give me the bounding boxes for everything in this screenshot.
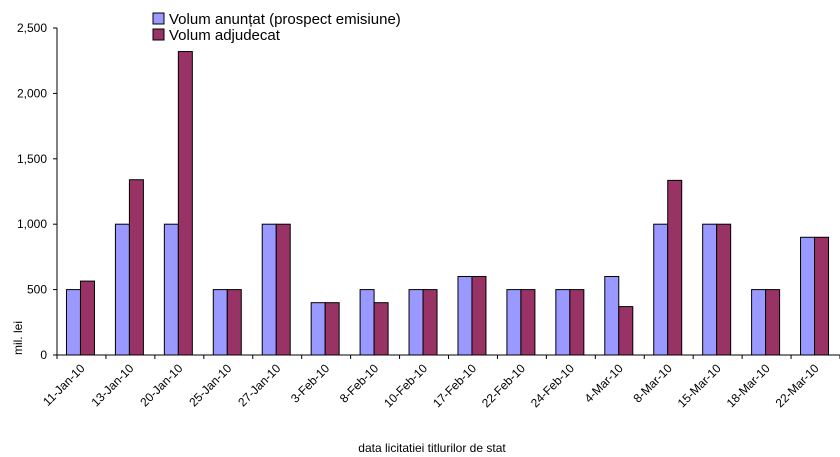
bar-awarded-volume [471,276,487,356]
y-tick-labels: 0 500 1,000 1,500 2,000 2,500 [17,21,47,362]
bar-awarded-volume [177,51,193,356]
bar-announced-volume [163,223,179,356]
bar-announced-volume [751,289,767,356]
bar-announced-volume [800,236,816,356]
x-tick-label: 17-Feb-10 [430,361,479,410]
bar-awarded-volume [814,236,830,356]
x-tick-label: 11-Jan-10 [40,361,88,409]
bar-awarded-volume [765,289,781,356]
legend: Volum anunțat (prospect emisiune)Volum a… [152,11,401,44]
x-tick-label: 22-Mar-10 [773,361,822,410]
bar-announced-volume [261,223,277,356]
bar-awarded-volume [569,289,585,356]
bar-awarded-volume [128,179,144,356]
y-tick-label: 1,500 [17,152,47,166]
bar-awarded-volume [422,289,438,356]
x-tick-label: 25-Jan-10 [186,361,234,409]
x-tick-label: 4-Mar-10 [582,361,627,406]
bar-announced-volume [702,223,718,356]
bar-awarded-volume [79,280,95,356]
y-tick-label: 2,500 [17,21,47,35]
x-tick-label: 8-Mar-10 [631,361,676,406]
y-axis-title: mil. lei [11,321,25,355]
legend-label: Volum adjudecat [169,27,281,44]
bar-awarded-volume [520,289,536,356]
bar-announced-volume [310,302,326,356]
bar-awarded-volume [373,302,389,356]
x-tick-label: 15-Mar-10 [675,361,724,410]
bar-announced-volume [408,289,424,356]
bar-announced-volume [212,289,228,356]
bar-announced-volume [555,289,571,356]
legend-swatch [152,12,165,25]
y-tick-label: 500 [27,283,47,297]
bar-announced-volume [653,223,669,356]
bar-announced-volume [114,223,130,356]
x-tick-label: 24-Feb-10 [528,361,577,410]
x-axis-title: data licitatiei titlurilor de stat [358,441,506,455]
x-tick-label: 8-Feb-10 [337,361,382,406]
bar-announced-volume [604,276,620,356]
bars [65,51,830,356]
legend-swatch [152,28,165,41]
x-tick-label: 20-Jan-10 [137,361,185,409]
y-tick-label: 2,000 [17,86,47,100]
bar-awarded-volume [226,289,242,356]
bar-awarded-volume [275,223,291,356]
bar-awarded-volume [618,306,634,356]
x-tick-label: 13-Jan-10 [88,361,136,409]
y-tick-label: 0 [40,348,47,362]
y-tick-label: 1,000 [17,217,47,231]
bar-announced-volume [457,276,473,356]
x-tick-label: 3-Feb-10 [288,361,333,406]
bar-announced-volume [65,289,81,356]
x-tick-label: 27-Jan-10 [235,361,283,409]
axes [53,27,840,359]
bar-awarded-volume [324,302,340,356]
x-tick-label: 18-Mar-10 [724,361,773,410]
x-tick-label: 10-Feb-10 [381,361,430,410]
x-tick-label: 22-Feb-10 [479,361,528,410]
x-tick-labels: 11-Jan-10 13-Jan-10 20-Jan-10 25-Jan-10 27-J… [40,361,822,410]
bar-announced-volume [506,289,522,356]
bar-awarded-volume [667,179,683,356]
bar-awarded-volume [716,223,732,356]
bar-announced-volume [359,289,375,356]
legend-label: Volum anunțat (prospect emisiune) [169,11,401,28]
